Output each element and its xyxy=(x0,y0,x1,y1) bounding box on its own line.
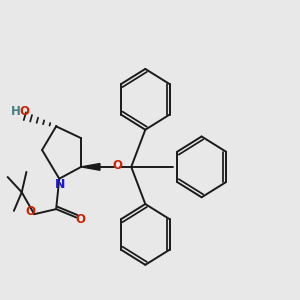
Text: O: O xyxy=(112,159,122,172)
Text: O: O xyxy=(20,105,30,118)
Text: O: O xyxy=(76,213,85,226)
Polygon shape xyxy=(81,164,100,170)
Text: O: O xyxy=(26,205,35,218)
Text: H: H xyxy=(11,105,21,118)
Text: N: N xyxy=(55,178,65,191)
